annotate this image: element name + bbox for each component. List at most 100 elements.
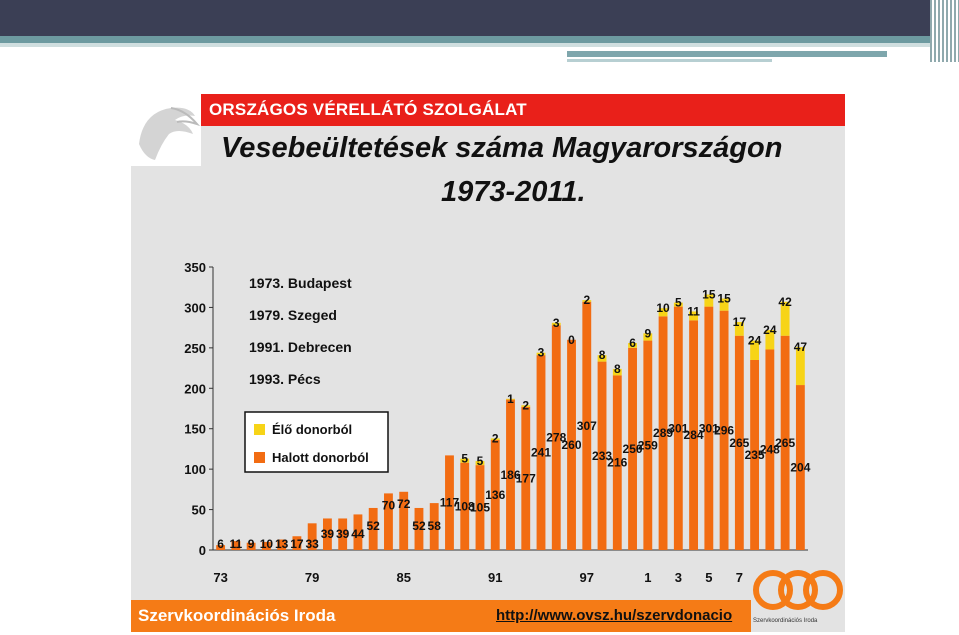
data-label-elo: 10: [656, 301, 670, 315]
footer-office-name: Szervkoordinációs Iroda: [138, 606, 336, 625]
bar-halott-donor: [689, 320, 699, 550]
bar-halott-donor: [521, 406, 531, 550]
bar-elo-donor: [673, 302, 683, 307]
bar-elo-donor: [597, 355, 607, 362]
bar-halott-donor: [338, 518, 348, 550]
bar-halott-donor: [719, 310, 729, 550]
bar-halott-donor: [780, 335, 790, 550]
bar-elo-donor: [521, 405, 531, 407]
bar-elo-donor: [750, 340, 760, 360]
bar-elo-donor: [628, 343, 637, 348]
data-label-halott: 259: [638, 438, 658, 452]
decorative-stripes: [930, 0, 959, 62]
data-label-halott: 301: [668, 421, 688, 435]
data-label-elo: 47: [794, 340, 808, 354]
x-tick-label: 73: [213, 570, 227, 585]
slide-top-tail: [567, 47, 887, 65]
bar-elo-donor: [582, 300, 592, 302]
bar-elo-donor: [689, 311, 699, 321]
data-label-elo: 0: [568, 333, 575, 347]
bar-halott-donor: [750, 359, 760, 550]
slide-top-band: [0, 0, 930, 36]
organization-logo: Szervkoordinációs Iroda: [751, 560, 845, 632]
data-label-halott: 250: [623, 442, 643, 456]
bar-halott-donor: [384, 493, 393, 550]
bar-elo-donor: [551, 322, 561, 326]
data-label-elo: 11: [687, 304, 700, 318]
data-label-halott: 136: [485, 488, 505, 502]
legend-swatch: [254, 424, 265, 435]
data-label-halott: 33: [305, 537, 319, 551]
bar-elo-donor: [643, 333, 653, 341]
bar-halott-donor: [612, 375, 622, 550]
x-tick-label: 79: [305, 570, 319, 585]
data-label-elo: 5: [477, 454, 484, 468]
bar-halott-donor: [460, 462, 470, 550]
bar-halott-donor: [216, 545, 226, 550]
bar-halott-donor: [246, 542, 256, 550]
city-annotation: 1973. Budapest: [249, 275, 352, 291]
y-tick-label: 200: [184, 381, 206, 396]
y-tick-label: 250: [184, 341, 206, 356]
data-label-elo: 3: [538, 346, 545, 360]
bar-elo-donor: [658, 308, 668, 317]
data-label-elo: 24: [748, 334, 762, 348]
slide-top-teal-band: [0, 36, 930, 43]
bar-halott-donor: [292, 536, 302, 550]
data-label-halott: 105: [470, 501, 490, 515]
data-label-elo: 2: [492, 431, 499, 445]
bar-halott-donor: [795, 385, 805, 550]
data-label-elo: 15: [702, 287, 716, 301]
data-label-halott: 296: [714, 423, 734, 437]
data-label-halott: 117: [440, 496, 460, 510]
bar-elo-donor: [506, 398, 515, 400]
data-label-halott: 177: [516, 471, 536, 485]
data-label-halott: 307: [577, 419, 597, 433]
slide-top-light-band: [0, 43, 930, 47]
header-text: ORSZÁGOS VÉRELLÁTÓ SZOLGÁLAT: [209, 100, 527, 119]
data-label-elo: 42: [778, 295, 792, 309]
data-label-halott: 52: [412, 519, 426, 533]
data-label-halott: 39: [321, 527, 335, 541]
data-label-halott: 204: [790, 461, 810, 475]
bar-halott-donor: [307, 523, 317, 550]
bar-halott-donor: [765, 349, 775, 550]
data-label-halott: 10: [260, 537, 274, 551]
bar-halott-donor: [475, 465, 485, 550]
city-annotation: 1991. Debrecen: [249, 339, 352, 355]
data-label-elo: 8: [599, 348, 606, 362]
bar-elo-donor: [475, 461, 485, 466]
chart-title: Vesebeültetések száma Magyarországon: [221, 132, 783, 164]
legend-swatch: [254, 452, 265, 463]
bar-elo-donor: [719, 298, 729, 311]
bar-halott-donor: [490, 440, 500, 550]
data-label-halott: 265: [729, 436, 749, 450]
data-label-halott: 44: [351, 527, 365, 541]
bar-halott-donor: [704, 306, 714, 550]
city-annotation: 1979. Szeged: [249, 307, 337, 323]
footer-link[interactable]: http://www.ovsz.hu/szervdonacio: [496, 607, 733, 624]
legend-label: Halott donorból: [272, 450, 369, 465]
bar-halott-donor: [231, 541, 241, 550]
bar-halott-donor: [277, 539, 287, 550]
y-tick-label: 50: [192, 503, 206, 518]
bar-elo-donor: [460, 458, 470, 463]
data-label-elo: 15: [717, 292, 731, 306]
bar-elo-donor: [734, 321, 744, 336]
data-label-halott: 289: [653, 426, 673, 440]
data-label-elo: 5: [675, 296, 682, 310]
bar-elo-donor: [536, 352, 546, 356]
x-tick-label: 3: [675, 570, 682, 585]
x-tick-label: 85: [396, 570, 410, 585]
bar-halott-donor: [353, 514, 363, 550]
bar-halott-donor: [582, 301, 592, 550]
x-tick-label: 7: [736, 570, 743, 585]
data-label-halott: 235: [745, 448, 765, 462]
bar-halott-donor: [445, 455, 454, 550]
data-label-halott: 301: [699, 421, 719, 435]
x-tick-label: 91: [488, 570, 502, 585]
x-tick-label: 5: [705, 570, 712, 585]
data-label-halott: 186: [500, 468, 520, 482]
bar-elo-donor: [490, 438, 500, 441]
data-label-halott: 108: [455, 499, 475, 513]
